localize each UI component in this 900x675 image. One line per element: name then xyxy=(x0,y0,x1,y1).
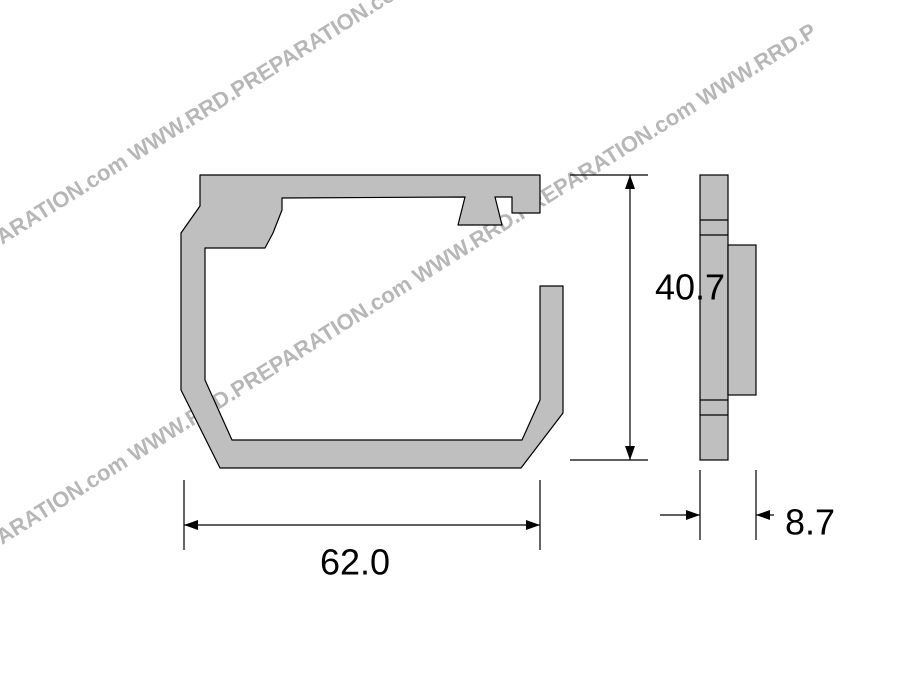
diagram: WWW.RRD.PREPARATION.com WWW.RRD.PREPARAT… xyxy=(0,0,900,675)
dimension-width-label: 62.0 xyxy=(320,542,390,583)
dimension-thickness-label: 8.7 xyxy=(785,502,835,543)
dimension-height-label: 40.7 xyxy=(655,267,725,308)
